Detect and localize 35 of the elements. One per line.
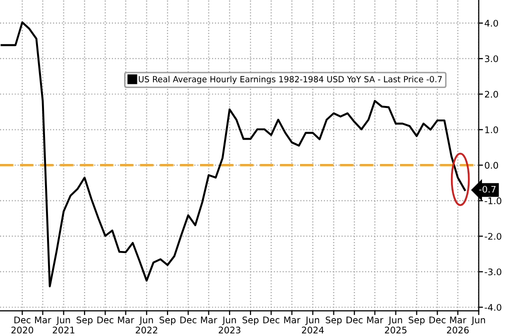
x-tick-label: Dec [180, 316, 196, 324]
x-tick-label: Sep [76, 316, 93, 326]
line-series [0, 21, 466, 288]
x-tick-label: Sep [242, 316, 259, 326]
x-tick-label: Jun 2022 [136, 316, 158, 334]
x-tick-label: Sep [326, 316, 342, 326]
x-tick-label: Dec [430, 316, 446, 324]
x-tick-label: Jun [471, 316, 486, 326]
x-tick-label: Sep [408, 316, 425, 326]
y-tick-label: 0.0 [484, 162, 498, 169]
annotation: -0.7 [479, 186, 496, 193]
x-tick-label: Jun 2023 [218, 316, 240, 334]
y-tick-label: -4.0 [484, 304, 502, 311]
x-tick-label: Mar [201, 316, 218, 324]
y-tick-label: -3.0 [484, 268, 502, 276]
y-tick-label: 2.0 [484, 90, 498, 98]
y-tick-label: 4.0 [484, 20, 498, 27]
y-tick-label: -1.0 [484, 197, 502, 204]
x-tick-label: Sep [160, 316, 176, 326]
x-tick-label: Mar [35, 316, 52, 324]
x-tick-label: Dec [97, 316, 114, 324]
x-tick-label: Dec 2020 [11, 316, 34, 334]
x-tick-label: Mar [367, 316, 384, 324]
x-tick-label: Dec [263, 316, 280, 324]
x-tick-label: Dec [346, 316, 363, 324]
x-tick-label: Mar [118, 316, 134, 324]
y-tick-label: -2.0 [484, 232, 502, 240]
x-tick-label: Jun 2021 [52, 316, 74, 334]
x-tick-label: Jun 2024 [302, 316, 324, 334]
legend-label: US Real Average Hourly Earnings 1982-1984 USD YoY SA - Last Price -0.7 [138, 76, 442, 84]
x-tick-label: Mar 2026 [446, 316, 469, 334]
y-tick-label: 3.0 [484, 55, 498, 62]
x-tick-label: Mar [284, 316, 300, 324]
y-tick-label: 1.0 [485, 126, 498, 134]
x-tick-label: Jun 2025 [384, 316, 406, 334]
